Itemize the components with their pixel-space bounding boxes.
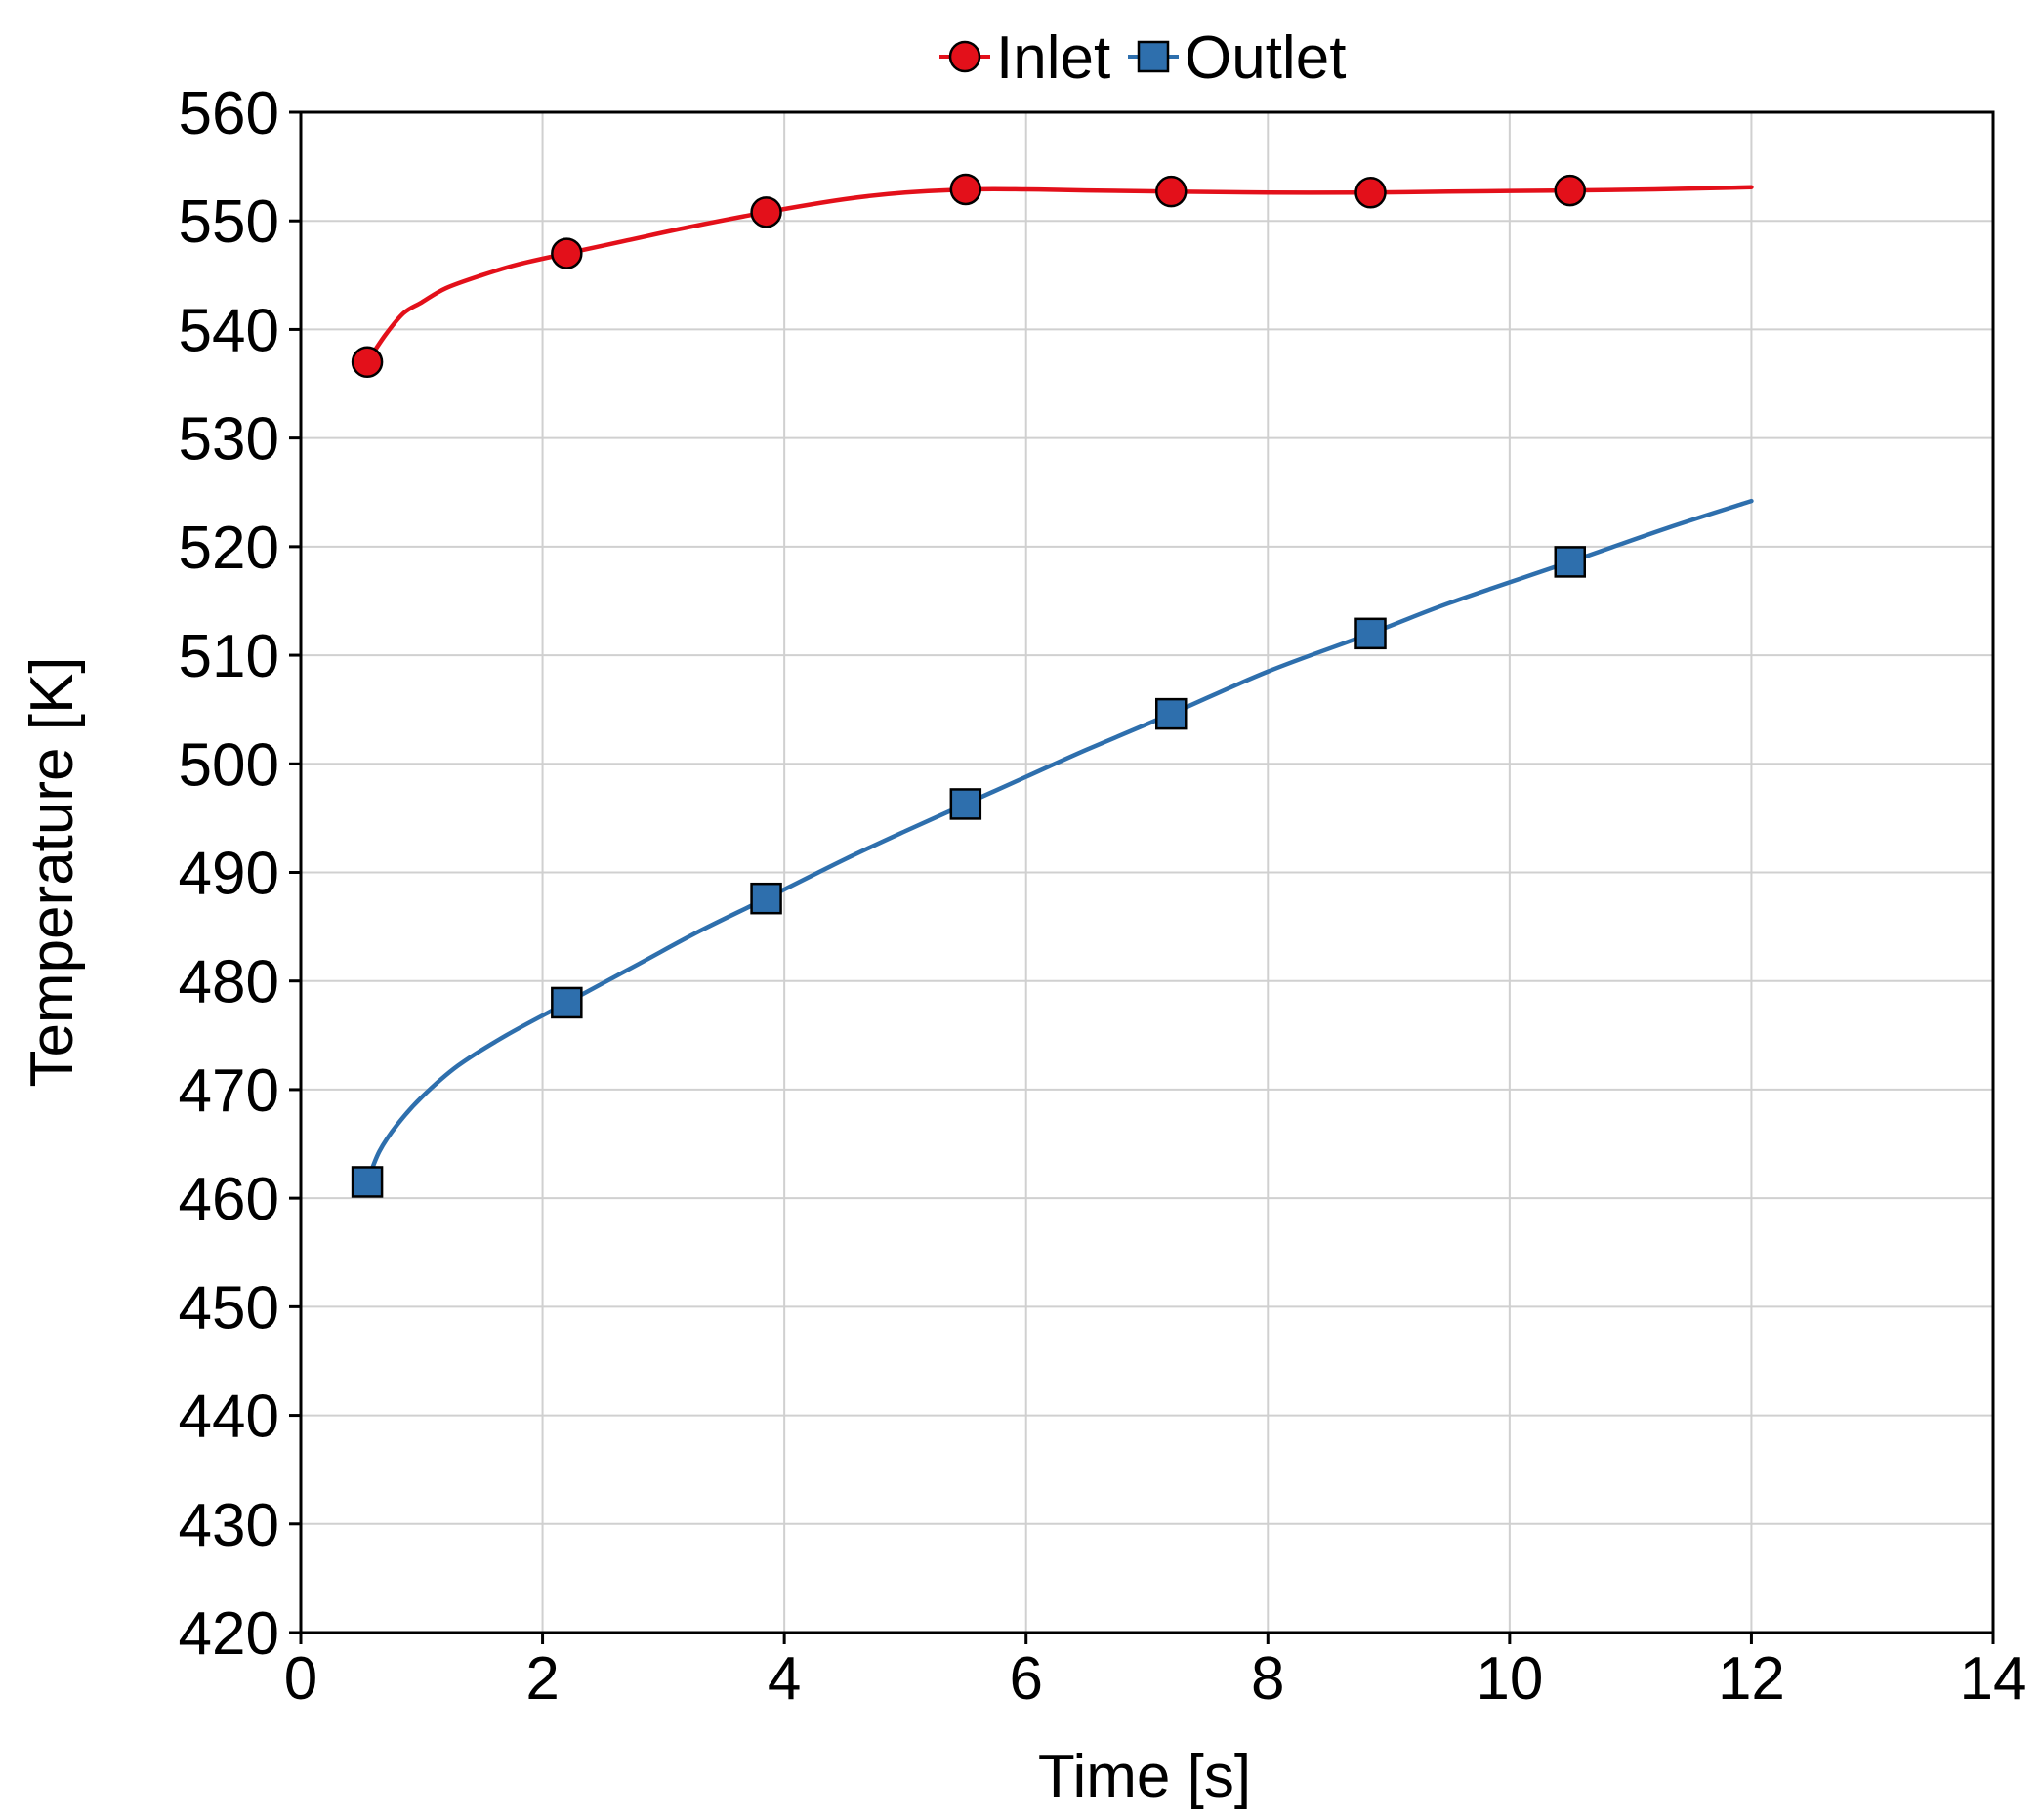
x-tick-label: 12	[1718, 1645, 1785, 1713]
axis-ticks: 0 2 4 6 8 10 12 14 420 430 440 450 460 470 480 490 500 51…	[179, 80, 2027, 1713]
x-tick-label: 10	[1476, 1645, 1543, 1713]
series-inlet	[351, 173, 1754, 379]
y-tick-label: 470	[179, 1057, 279, 1125]
x-tick-label: 6	[1009, 1645, 1042, 1713]
legend-item-outlet: Outlet	[1128, 24, 1346, 92]
x-tick-label: 4	[768, 1645, 801, 1713]
series-inlet-marker	[949, 173, 982, 206]
series-inlet-marker	[1554, 174, 1586, 207]
legend-outlet-label: Outlet	[1185, 24, 1346, 92]
legend-inlet-label: Inlet	[996, 24, 1110, 92]
legend-item-inlet: Inlet	[939, 24, 1110, 92]
series-outlet-marker	[551, 986, 583, 1019]
x-tick-label: 8	[1251, 1645, 1284, 1713]
y-axis-title: Temperature [K]	[19, 656, 86, 1087]
y-tick-label: 530	[179, 406, 279, 474]
y-tick-label: 510	[179, 623, 279, 690]
y-tick-label: 560	[179, 80, 279, 147]
x-tick-label: 2	[525, 1645, 559, 1713]
series-inlet-marker	[1155, 175, 1188, 208]
legend-outlet-marker	[1137, 40, 1170, 73]
y-tick-label: 550	[179, 188, 279, 256]
y-tick-label: 440	[179, 1384, 279, 1451]
series-inlet-marker	[1354, 177, 1387, 209]
y-tick-label: 490	[179, 841, 279, 908]
series-inlet-marker	[351, 346, 384, 379]
y-tick-label: 480	[179, 949, 279, 1016]
series-outlet-marker	[1155, 697, 1188, 730]
x-tick-label: 0	[284, 1645, 317, 1713]
series-outlet-marker	[949, 788, 982, 820]
y-tick-label: 500	[179, 731, 279, 799]
series-outlet	[351, 498, 1754, 1198]
y-tick-label: 460	[179, 1166, 279, 1233]
series-inlet-marker	[750, 196, 782, 228]
y-tick-label: 430	[179, 1492, 279, 1559]
legend: Inlet Outlet	[939, 24, 1346, 92]
series-inlet-line	[364, 185, 1754, 365]
legend-inlet-marker	[948, 40, 981, 73]
series-outlet-line	[364, 498, 1754, 1184]
series-outlet-marker	[750, 882, 782, 915]
data-series	[351, 173, 1754, 1198]
series-outlet-marker	[1554, 546, 1586, 578]
y-tick-label: 520	[179, 515, 279, 582]
y-tick-label: 540	[179, 297, 279, 364]
x-axis-title: Time [s]	[1038, 1743, 1251, 1810]
series-outlet-marker	[351, 1166, 384, 1198]
grid-lines	[301, 112, 1993, 1633]
y-tick-label: 420	[179, 1600, 279, 1668]
x-tick-label: 14	[1960, 1645, 2027, 1713]
series-inlet-marker	[551, 237, 583, 269]
y-tick-label: 450	[179, 1274, 279, 1342]
series-outlet-marker	[1354, 617, 1387, 650]
